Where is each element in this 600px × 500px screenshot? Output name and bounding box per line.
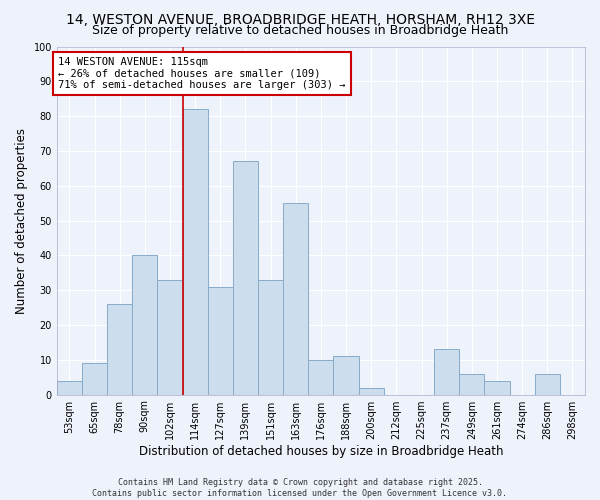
Bar — [459, 374, 484, 394]
Bar — [82, 364, 107, 394]
Bar — [283, 203, 308, 394]
Bar — [208, 286, 233, 395]
Bar — [57, 380, 82, 394]
Bar — [484, 380, 509, 394]
Text: 14 WESTON AVENUE: 115sqm
← 26% of detached houses are smaller (109)
71% of semi-: 14 WESTON AVENUE: 115sqm ← 26% of detach… — [58, 57, 346, 90]
Bar — [308, 360, 334, 394]
Bar — [258, 280, 283, 394]
Bar — [157, 280, 182, 394]
Text: Contains HM Land Registry data © Crown copyright and database right 2025.
Contai: Contains HM Land Registry data © Crown c… — [92, 478, 508, 498]
X-axis label: Distribution of detached houses by size in Broadbridge Heath: Distribution of detached houses by size … — [139, 444, 503, 458]
Bar — [334, 356, 359, 395]
Bar — [535, 374, 560, 394]
Bar — [434, 350, 459, 395]
Bar — [182, 109, 208, 395]
Text: 14, WESTON AVENUE, BROADBRIDGE HEATH, HORSHAM, RH12 3XE: 14, WESTON AVENUE, BROADBRIDGE HEATH, HO… — [65, 12, 535, 26]
Text: Size of property relative to detached houses in Broadbridge Heath: Size of property relative to detached ho… — [92, 24, 508, 37]
Bar — [107, 304, 132, 394]
Bar — [132, 256, 157, 394]
Bar — [359, 388, 384, 394]
Y-axis label: Number of detached properties: Number of detached properties — [15, 128, 28, 314]
Bar — [233, 162, 258, 394]
